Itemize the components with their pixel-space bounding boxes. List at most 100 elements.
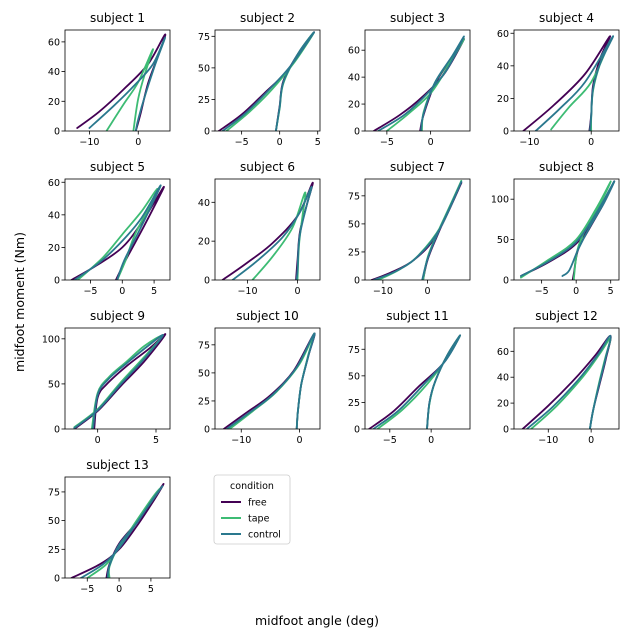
subplot-title: subject 9 (90, 309, 145, 323)
y-tick-label: 50 (198, 63, 210, 74)
legend-label-control: control (248, 530, 281, 541)
plot-frame (64, 178, 171, 281)
series-line-control (73, 184, 162, 280)
subplot-subject-6: subject 6 −10 0 0 20 40 (198, 160, 321, 297)
y-tick-label: 50 (198, 368, 210, 379)
series-line-control (231, 185, 313, 280)
series-group (221, 181, 314, 280)
series-line-control (526, 334, 612, 429)
y-tick-label: 60 (348, 46, 360, 57)
plot-frame (214, 29, 321, 132)
x-tick-label: −5 (83, 286, 97, 297)
x-tick-label: 5 (315, 137, 321, 148)
x-tick-label: −10 (231, 435, 251, 446)
subplot-title: subject 12 (535, 309, 598, 323)
y-tick-label: 25 (48, 545, 60, 556)
y-tick-label: 20 (198, 237, 210, 248)
plot-frame (214, 327, 321, 430)
plot-frame (364, 29, 471, 132)
series-group (368, 334, 462, 429)
series-group (372, 35, 465, 131)
x-tick-label: −10 (373, 286, 393, 297)
x-tick-label: 0 (294, 286, 300, 297)
y-tick-label: 50 (497, 235, 509, 246)
y-tick-label: 40 (497, 61, 509, 72)
plot-frame (513, 327, 620, 430)
x-tick-label: 5 (608, 286, 614, 297)
y-tick-label: 20 (48, 243, 60, 254)
series-line-control (534, 35, 615, 131)
x-tick-label: −10 (237, 286, 257, 297)
plot-frame (364, 178, 471, 281)
subplot-title: subject 13 (86, 458, 149, 472)
subplot-subject-12: subject 12 −10 0 0 20 40 60 (497, 309, 620, 446)
y-tick-label: 25 (348, 247, 360, 258)
legend-label-tape: tape (248, 514, 270, 525)
x-tick-label: 0 (425, 286, 431, 297)
y-tick-label: 20 (497, 399, 509, 410)
y-tick-label: 0 (204, 127, 210, 138)
series-line-control (80, 485, 164, 578)
x-tick-label: 5 (151, 286, 157, 297)
y-tick-label: 0 (503, 425, 509, 436)
plot-frame (364, 327, 471, 430)
x-tick-label: 0 (428, 137, 434, 148)
y-tick-label: 75 (198, 32, 210, 43)
y-tick-label: 75 (48, 487, 60, 498)
series-group (521, 334, 612, 429)
y-tick-label: 75 (198, 340, 210, 351)
x-tick-label: −10 (538, 435, 558, 446)
y-tick-label: 0 (354, 127, 360, 138)
y-tick-label: 100 (42, 334, 60, 345)
y-tick-label: 25 (198, 95, 210, 106)
subplot-title: subject 4 (539, 11, 594, 25)
y-tick-label: 40 (48, 67, 60, 78)
y-tick-label: 0 (54, 127, 60, 138)
subplot-subject-5: subject 5 −5 0 5 0 20 40 60 (48, 160, 171, 297)
x-tick-label: 0 (297, 435, 303, 446)
x-tick-label: 0 (428, 435, 434, 446)
plot-frame (513, 29, 620, 132)
x-tick-label: −10 (519, 137, 539, 148)
subplot-subject-4: subject 4 −10 0 0 20 40 60 (497, 11, 620, 148)
y-tick-label: 40 (198, 198, 210, 209)
x-tick-label: 0 (277, 137, 283, 148)
x-tick-label: 5 (153, 435, 159, 446)
y-tick-label: 0 (204, 425, 210, 436)
y-tick-label: 50 (48, 379, 60, 390)
y-tick-label: 20 (48, 97, 60, 108)
subplot-title: subject 1 (90, 11, 145, 25)
y-tick-label: 100 (491, 195, 509, 206)
y-tick-label: 60 (497, 29, 509, 40)
subplot-title: subject 5 (90, 160, 145, 174)
y-tick-label: 0 (54, 574, 60, 585)
y-tick-label: 40 (48, 210, 60, 221)
series-group (70, 184, 165, 280)
subplot-title: subject 8 (539, 160, 594, 174)
y-tick-label: 50 (48, 516, 60, 527)
series-group (76, 33, 167, 131)
x-tick-label: 0 (135, 137, 141, 148)
y-tick-label: 0 (503, 127, 509, 138)
y-tick-label: 75 (348, 345, 360, 356)
series-line-control (377, 35, 465, 131)
subplot-subject-7: subject 7 −10 0 0 25 50 75 (348, 160, 471, 297)
series-line-control (73, 334, 164, 429)
subplot-title: subject 2 (240, 11, 295, 25)
y-tick-label: 25 (198, 396, 210, 407)
series-group (73, 333, 167, 429)
x-tick-label: −5 (235, 137, 249, 148)
series-line-control (225, 332, 316, 429)
y-tick-label: 0 (503, 276, 509, 287)
x-tick-label: −5 (383, 435, 397, 446)
subplot-title: subject 3 (390, 11, 445, 25)
y-tick-label: 0 (54, 276, 60, 287)
series-line-control (373, 181, 463, 280)
y-axis-label: midfoot moment (Nm) (12, 232, 27, 372)
x-tick-label: −10 (79, 137, 99, 148)
y-tick-label: 60 (497, 347, 509, 358)
